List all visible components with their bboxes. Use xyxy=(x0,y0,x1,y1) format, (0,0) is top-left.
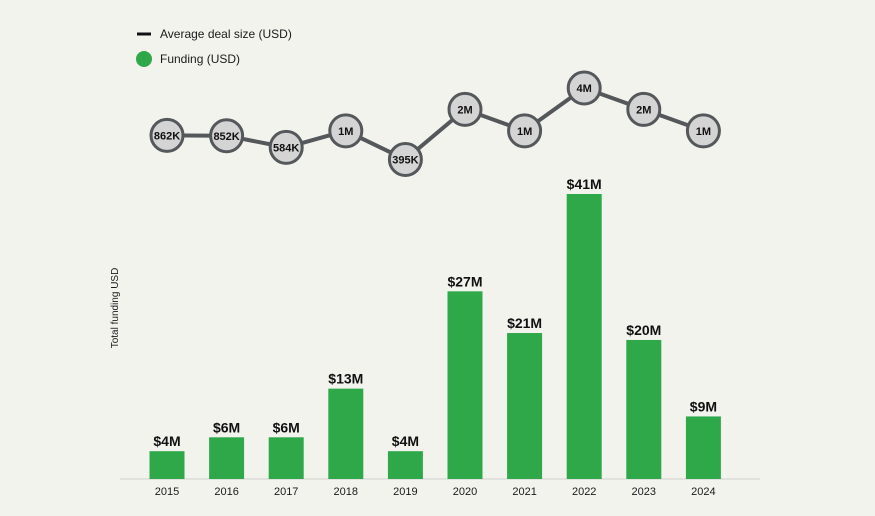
x-tick-2018: 2018 xyxy=(334,486,358,498)
funding-bar-2023 xyxy=(626,339,662,479)
x-tick-2015: 2015 xyxy=(155,486,179,498)
deal-size-node-2024 xyxy=(685,113,721,149)
funding-bar-2024 xyxy=(685,416,721,479)
deal-size-node-2022 xyxy=(566,70,602,106)
funding-bar-2021 xyxy=(507,333,543,479)
deal-size-node-2018 xyxy=(328,113,364,149)
funding-bar-label-2019: $4M xyxy=(392,433,419,449)
deal-size-label-2019: 395K xyxy=(392,155,418,167)
deal-size-node-2016 xyxy=(209,118,245,154)
funding-bars xyxy=(149,194,721,479)
average-deal-size-line xyxy=(166,85,705,162)
funding-bar-label-2015: $4M xyxy=(153,433,180,449)
x-tick-2021: 2021 xyxy=(512,486,536,498)
deal-size-label-2015: 862K xyxy=(154,130,180,142)
x-tick-2022: 2022 xyxy=(572,486,596,498)
legend-dot-swatch xyxy=(136,51,152,67)
deal-size-label-2016: 852K xyxy=(213,131,239,143)
legend-label-average-deal-size: Average deal size (USD) xyxy=(160,27,292,41)
y-axis-label: Total funding USD xyxy=(110,268,121,349)
deal-size-label-2023: 2M xyxy=(636,104,651,116)
legend: Average deal size (USD) Funding (USD) xyxy=(136,27,292,67)
deal-size-label-2020: 2M xyxy=(457,104,472,116)
deal-size-node-2017 xyxy=(268,129,304,165)
deal-size-label-2017: 584K xyxy=(273,142,299,154)
x-tick-2024: 2024 xyxy=(691,486,715,498)
deal-size-label-2021: 1M xyxy=(517,126,532,138)
funding-bar-label-2020: $27M xyxy=(447,273,482,289)
deal-size-label-2024: 1M xyxy=(696,126,711,138)
funding-bar-2022 xyxy=(566,194,602,479)
x-tick-2023: 2023 xyxy=(632,486,656,498)
funding-bar-2018 xyxy=(328,388,364,479)
deal-size-node-2019 xyxy=(387,142,423,178)
x-tick-2020: 2020 xyxy=(453,486,477,498)
funding-bar-2016 xyxy=(209,437,245,479)
funding-bar-label-2022: $41M xyxy=(567,176,602,192)
funding-bar-label-2018: $13M xyxy=(328,371,363,387)
x-tick-2017: 2017 xyxy=(274,486,298,498)
x-tick-2016: 2016 xyxy=(214,486,238,498)
funding-bar-label-2017: $6M xyxy=(273,419,300,435)
funding-bar-label-2024: $9M xyxy=(690,398,717,414)
deal-size-node-2020 xyxy=(447,91,483,127)
average-deal-size-nodes: 862K 852K 584K 1M 395K 2M 1M 4M 2M 1M xyxy=(149,70,721,178)
funding-bar-2017 xyxy=(268,437,304,479)
x-axis-ticks: 2015 2016 2017 2018 2019 2020 2021 2022 2023 2024 xyxy=(155,486,716,498)
funding-bar-2015 xyxy=(149,451,185,479)
deal-size-label-2018: 1M xyxy=(338,126,353,138)
legend-label-funding: Funding (USD) xyxy=(160,52,240,66)
deal-size-label-2022: 4M xyxy=(577,83,592,95)
funding-bar-2019 xyxy=(387,451,423,479)
deal-size-node-2015 xyxy=(149,117,185,153)
funding-bar-label-2021: $21M xyxy=(507,315,542,331)
deal-size-node-2021 xyxy=(507,113,543,149)
funding-bar-label-2016: $6M xyxy=(213,419,240,435)
x-tick-2019: 2019 xyxy=(393,486,417,498)
funding-bar-label-2023: $20M xyxy=(626,322,661,338)
funding-bar-labels: $4M $6M $6M $13M $4M $27M $21M $41M $20M $9M xyxy=(153,176,717,449)
deal-size-node-2023 xyxy=(626,91,662,127)
funding-bar-2020 xyxy=(447,291,483,479)
